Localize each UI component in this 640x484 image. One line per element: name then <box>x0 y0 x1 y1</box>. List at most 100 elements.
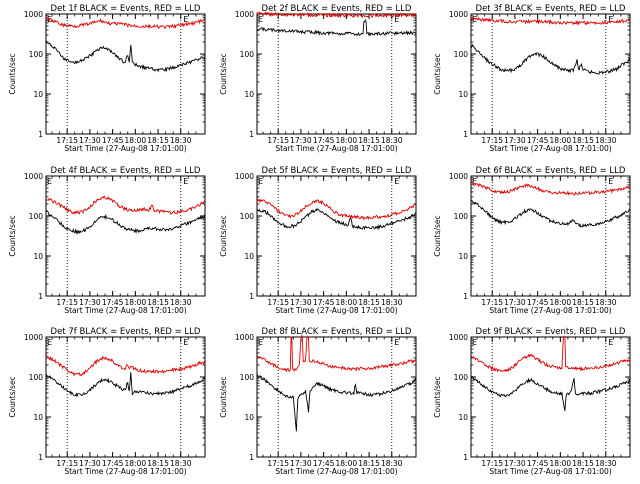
event-marker-label: E <box>47 338 52 347</box>
y-tick-label: 10 <box>458 90 468 99</box>
x-tick-label: 18:15 <box>358 136 380 145</box>
x-axis-label: Start Time (27-Aug-08 17:01:00) <box>64 467 186 476</box>
y-tick-label: 1000 <box>449 172 468 181</box>
panel-9: Det 9f BLACK = Events, RED = LLD 1 10 100 10… <box>433 327 631 476</box>
x-axis-label: Start Time (27-Aug-08 17:01:00) <box>489 306 611 315</box>
y-tick-label: 1 <box>463 453 468 462</box>
event-marker-label: E <box>183 338 188 347</box>
x-tick-label: 18:15 <box>358 298 380 307</box>
chart-title: Det 8f BLACK = Events, RED = LLD <box>262 327 412 337</box>
y-tick-label: 10 <box>244 252 254 261</box>
panel-2: Det 2f BLACK = Events, RED = LLD 1 10 100 10… <box>219 4 417 153</box>
chart-title: Det 6f BLACK = Events, RED = LLD <box>476 166 626 176</box>
y-tick-label: 1000 <box>24 10 43 19</box>
x-tick-label: 18:30 <box>595 298 617 307</box>
x-tick-label: 18:00 <box>336 298 358 307</box>
x-tick-label: 18:30 <box>595 459 617 468</box>
y-tick-label: 1000 <box>449 333 468 342</box>
x-axis-label: Start Time (27-Aug-08 17:01:00) <box>489 467 611 476</box>
y-axis-label: Counts/sec <box>219 53 228 94</box>
y-tick-label: 1 <box>249 130 254 139</box>
x-tick-label: 17:45 <box>527 298 549 307</box>
event-marker-label: E <box>183 177 188 186</box>
lld-series-line <box>470 335 631 373</box>
x-tick-label: 18:00 <box>125 459 147 468</box>
events-series-line <box>256 208 417 231</box>
x-tick-label: 17:15 <box>481 136 503 145</box>
x-tick-label: 18:15 <box>572 136 594 145</box>
lld-series-line <box>45 355 206 377</box>
panel-7: Det 7f BLACK = Events, RED = LLD 1 10 100 10… <box>8 327 206 476</box>
event-marker-label: E <box>183 15 188 24</box>
events-series-line <box>256 373 417 432</box>
x-axis-label: Start Time (27-Aug-08 17:01:00) <box>275 467 397 476</box>
y-tick-label: 1 <box>249 292 254 301</box>
x-tick-label: 17:15 <box>267 459 289 468</box>
y-tick-label: 10 <box>458 252 468 261</box>
y-axis-label: Counts/sec <box>8 53 17 94</box>
x-axis-label: Start Time (27-Aug-08 17:01:00) <box>275 306 397 315</box>
event-marker-label: E <box>472 15 477 24</box>
y-tick-label: 10 <box>244 90 254 99</box>
x-tick-label: 18:15 <box>572 459 594 468</box>
event-marker-label: E <box>47 177 52 186</box>
event-marker-label: E <box>472 177 477 186</box>
x-tick-label: 18:00 <box>550 459 572 468</box>
y-tick-label: 1 <box>463 130 468 139</box>
x-tick-label: 17:30 <box>290 136 312 145</box>
event-marker-label: E <box>472 338 477 347</box>
plot-frame <box>256 336 417 458</box>
lld-series-line <box>470 16 631 26</box>
events-series-line <box>45 39 206 73</box>
x-axis-label: Start Time (27-Aug-08 17:01:00) <box>64 306 186 315</box>
y-tick-label: 1000 <box>24 172 43 181</box>
event-marker-label: E <box>608 338 613 347</box>
event-marker-label: E <box>258 338 263 347</box>
event-marker-label: E <box>258 15 263 24</box>
y-tick-label: 10 <box>33 90 43 99</box>
event-marker-label: E <box>394 338 399 347</box>
x-tick-label: 18:15 <box>572 298 594 307</box>
x-tick-label: 17:15 <box>481 459 503 468</box>
y-axis-label: Counts/sec <box>219 376 228 417</box>
y-axis-label: Counts/sec <box>8 215 17 256</box>
x-tick-label: 17:15 <box>56 298 78 307</box>
y-tick-label: 1 <box>38 130 43 139</box>
x-tick-label: 17:45 <box>102 459 124 468</box>
x-tick-label: 18:00 <box>336 136 358 145</box>
y-tick-label: 10 <box>33 252 43 261</box>
x-axis-label: Start Time (27-Aug-08 17:01:00) <box>489 144 611 153</box>
y-tick-label: 1000 <box>235 333 254 342</box>
y-tick-label: 10 <box>458 413 468 422</box>
plot-frame <box>470 13 631 135</box>
events-series-line <box>256 19 417 37</box>
x-tick-label: 17:45 <box>313 136 335 145</box>
lld-series-line <box>257 334 417 373</box>
y-tick-label: 1000 <box>24 333 43 342</box>
x-tick-label: 17:30 <box>290 298 312 307</box>
x-tick-label: 18:30 <box>381 136 403 145</box>
y-tick-label: 1000 <box>235 172 254 181</box>
plot-frame <box>45 175 206 297</box>
x-tick-label: 17:15 <box>56 136 78 145</box>
y-tick-label: 100 <box>454 373 469 382</box>
lld-series-line <box>45 195 206 216</box>
x-tick-label: 18:15 <box>358 459 380 468</box>
event-marker-label: E <box>394 177 399 186</box>
x-tick-label: 18:00 <box>125 298 147 307</box>
y-axis-label: Counts/sec <box>433 376 442 417</box>
y-tick-label: 100 <box>240 50 255 59</box>
chart-title: Det 5f BLACK = Events, RED = LLD <box>262 166 412 176</box>
x-tick-label: 17:15 <box>56 459 78 468</box>
plot-frame <box>470 336 631 458</box>
y-tick-label: 1 <box>463 292 468 301</box>
x-tick-label: 17:30 <box>79 459 101 468</box>
x-tick-label: 17:30 <box>504 459 526 468</box>
y-tick-label: 1000 <box>449 10 468 19</box>
x-tick-label: 18:00 <box>550 298 572 307</box>
event-marker-label: E <box>608 15 613 24</box>
x-tick-label: 18:30 <box>381 459 403 468</box>
chart-title: Det 2f BLACK = Events, RED = LLD <box>262 4 412 14</box>
x-tick-label: 17:45 <box>313 459 335 468</box>
